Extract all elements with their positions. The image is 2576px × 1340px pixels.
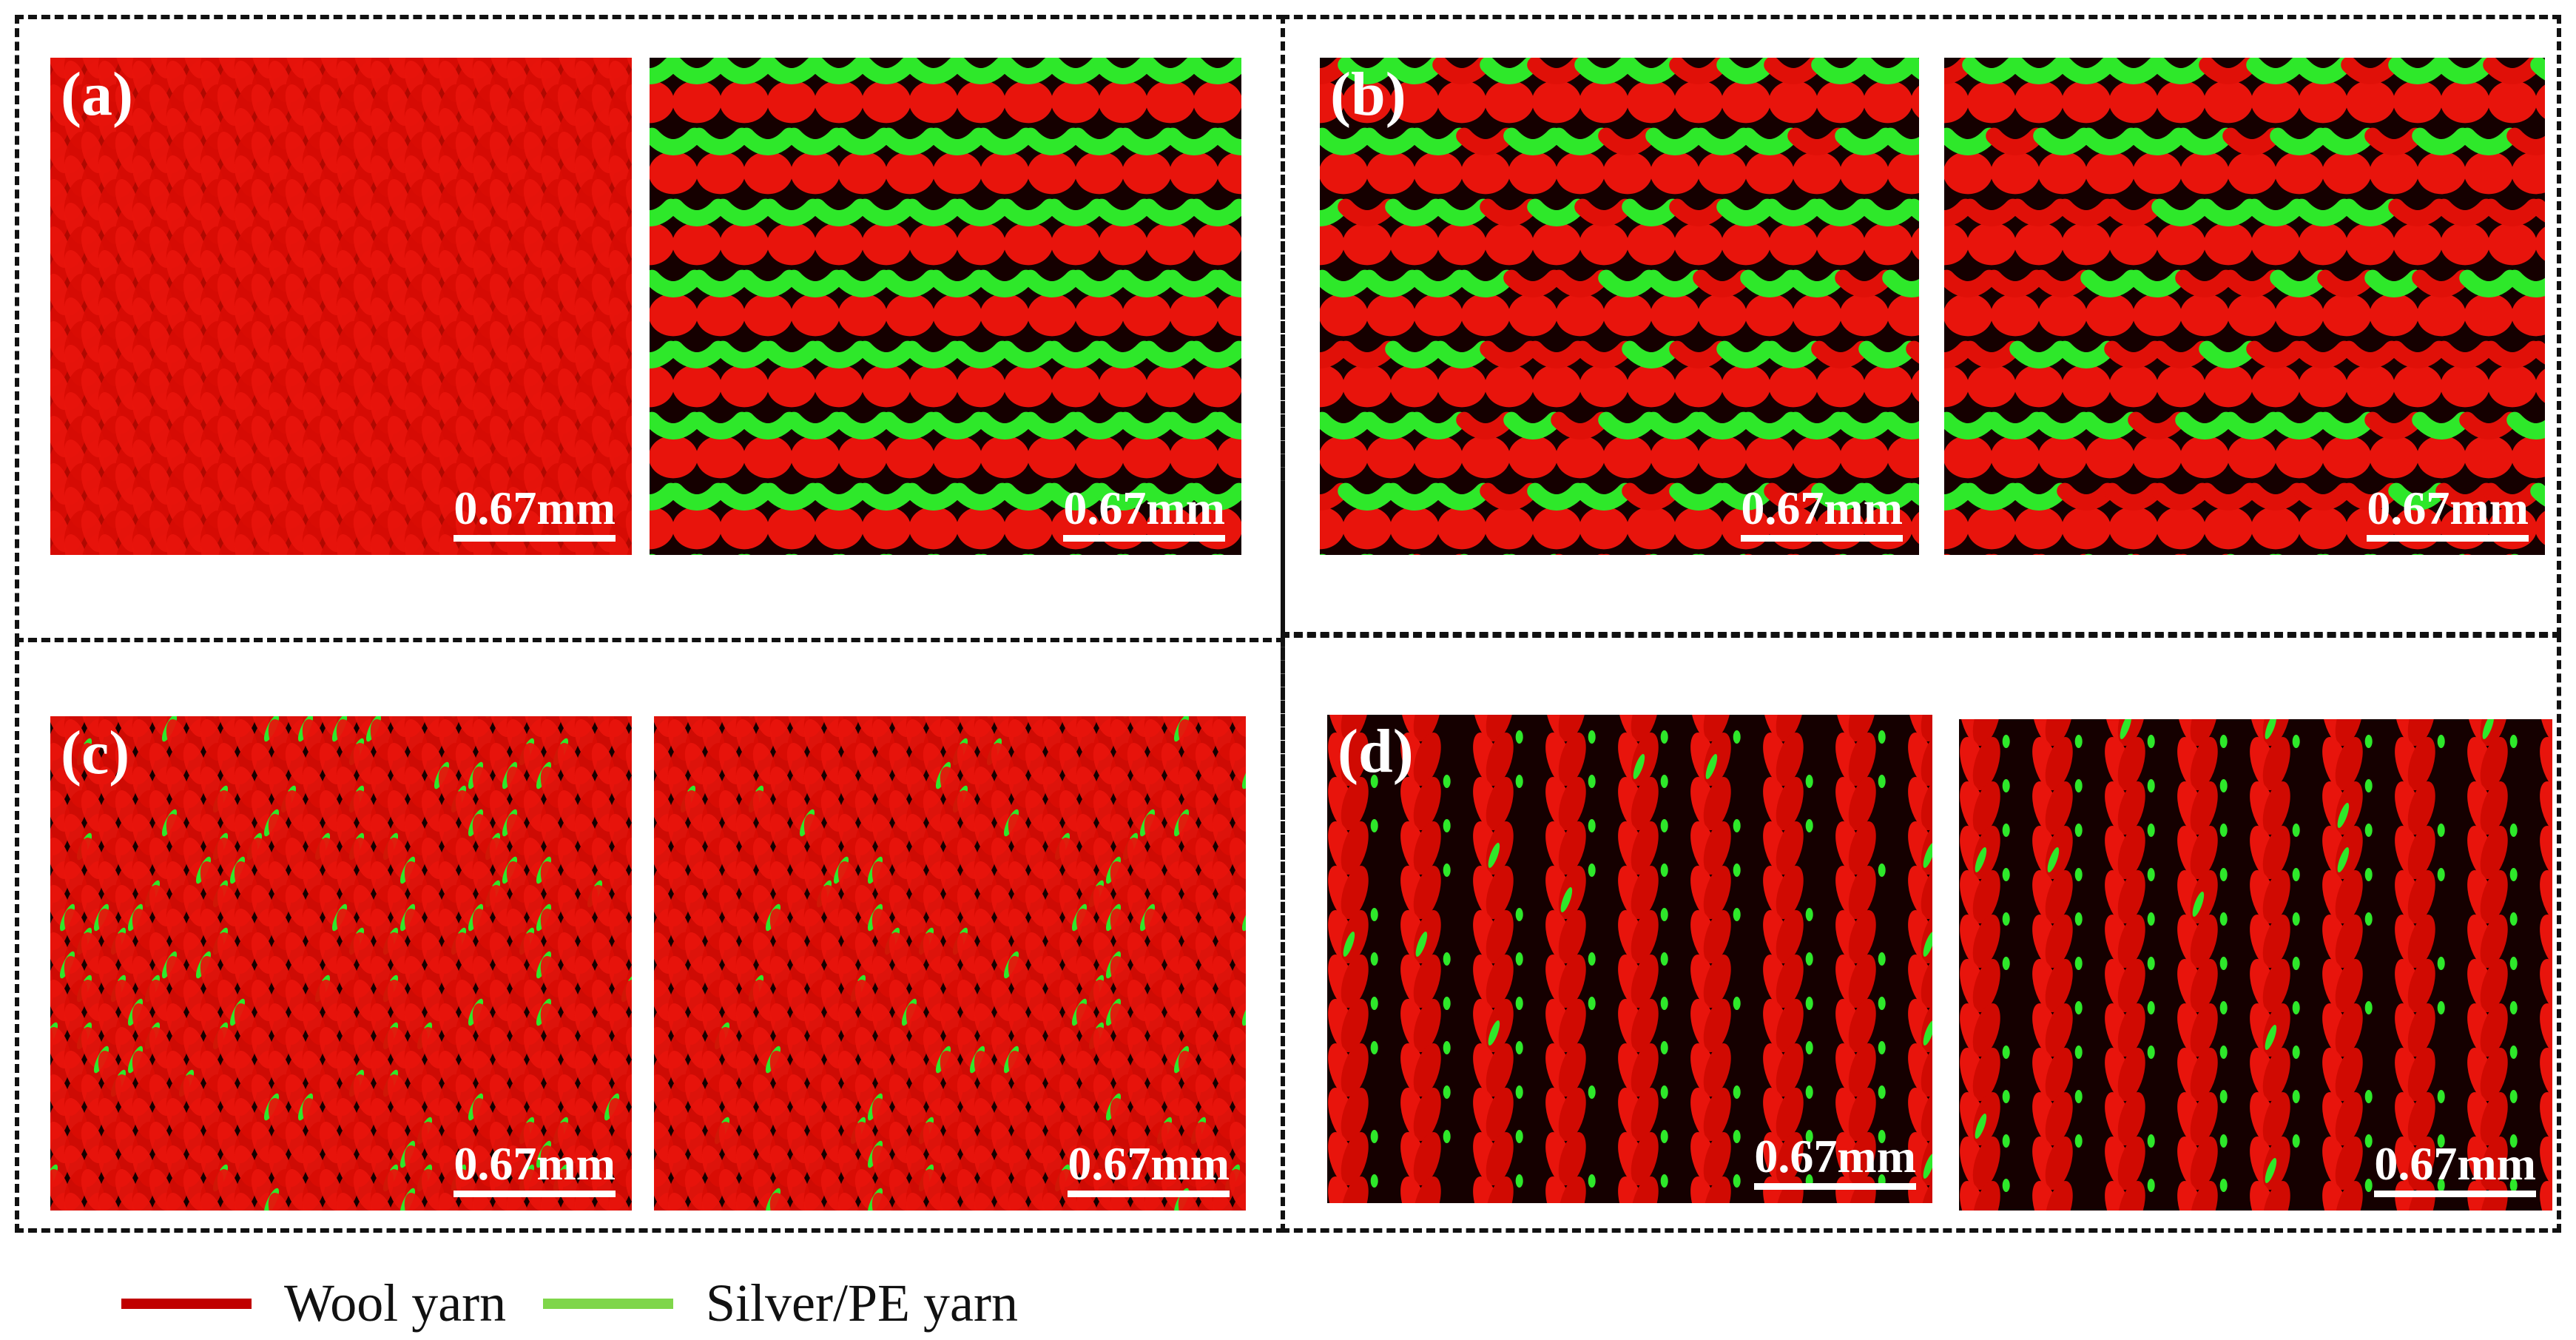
micrograph-a-left: (a) 0.67mm [50,58,632,555]
scale-bar: 0.67mm [1741,485,1903,542]
scale-bar-line [1068,1191,1230,1197]
scale-label: 0.67mm [454,1137,616,1190]
panel-label: (b) [1330,60,1406,129]
scale-bar: 0.67mm [2367,485,2529,542]
scale-bar-line [454,535,616,542]
scale-bar: 0.67mm [1063,485,1225,542]
micrograph-c-left: (c) 0.67mm [50,716,632,1211]
scale-bar-line [2367,535,2529,542]
legend-wool: Wool yarn [121,1273,506,1334]
knit-texture [1944,58,2545,555]
micrograph-b-left: (b) 0.67mm [1320,58,1919,555]
micrograph-d-right: 0.67mm [1959,719,2552,1211]
scale-label: 0.67mm [1068,1137,1230,1190]
knit-texture [50,716,632,1211]
scale-label: 0.67mm [2367,482,2529,534]
group-frame-d [1281,633,2561,1233]
legend-label-silver-pe: Silver/PE yarn [706,1273,1018,1333]
legend-label-wool: Wool yarn [284,1273,507,1333]
knit-texture [650,58,1241,555]
panel-label: (a) [61,60,133,129]
knit-texture [654,716,1246,1211]
legend-swatch-wool [121,1298,252,1309]
scale-bar-line [1741,535,1903,542]
knit-texture [1320,58,1919,555]
knit-texture [1959,719,2552,1211]
knit-texture [1327,715,1932,1203]
panel-label: (c) [61,718,130,787]
scale-label: 0.67mm [1063,482,1225,534]
micrograph-d-left: (d) 0.67mm [1327,715,1932,1203]
scale-bar: 0.67mm [2374,1140,2536,1197]
scale-bar: 0.67mm [454,485,616,542]
scale-bar-line [454,1191,616,1197]
scale-label: 0.67mm [2374,1137,2536,1190]
legend-silver-pe: Silver/PE yarn [543,1273,1018,1334]
scale-label: 0.67mm [1741,482,1903,534]
scale-bar: 0.67mm [454,1140,616,1197]
micrograph-c-right: 0.67mm [654,716,1246,1211]
scale-bar: 0.67mm [1754,1133,1916,1190]
micrograph-a-right: 0.67mm [650,58,1241,555]
scale-bar-line [2374,1191,2536,1197]
panel-label: (d) [1338,717,1414,786]
scale-bar-line [1754,1183,1916,1190]
scale-bar-line [1063,535,1225,542]
knit-texture [50,58,632,555]
scale-label: 0.67mm [454,482,616,534]
micrograph-b-right: 0.67mm [1944,58,2545,555]
scale-label: 0.67mm [1754,1130,1916,1182]
scale-bar: 0.67mm [1068,1140,1230,1197]
legend-swatch-silver-pe [543,1298,673,1309]
